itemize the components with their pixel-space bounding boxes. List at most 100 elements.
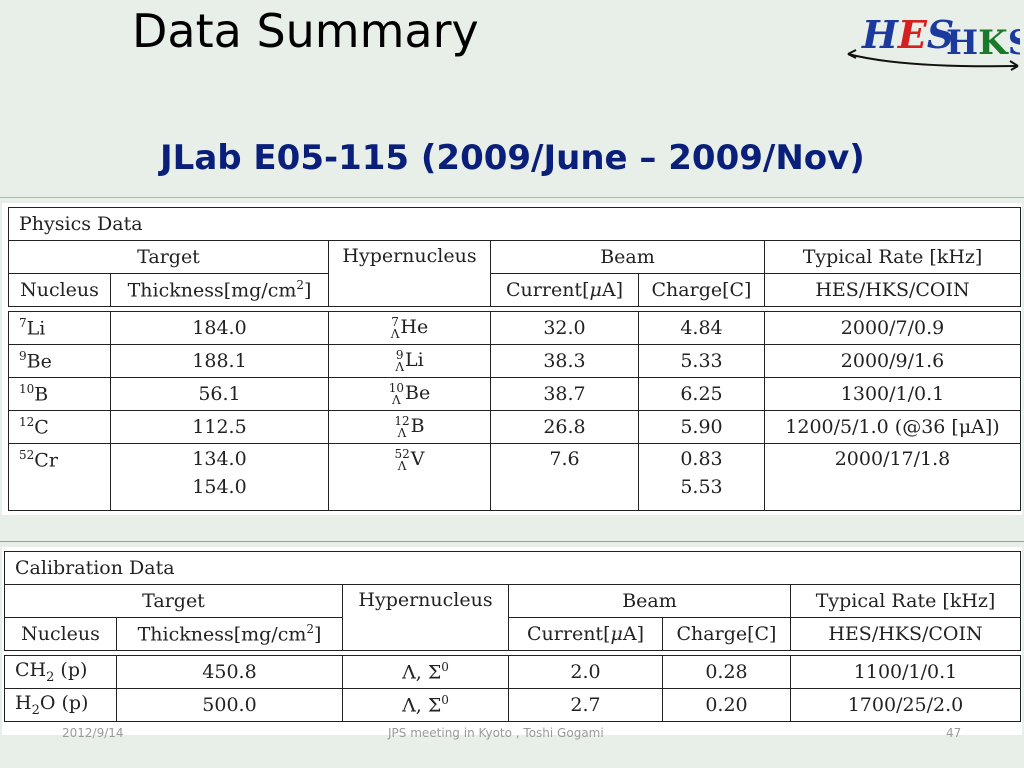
lambda-subscript: Λ	[395, 360, 404, 374]
rate-cell: 2000/17/1.8	[763, 443, 1022, 511]
mass-number: 10	[19, 382, 35, 397]
current-cell: 2.0	[508, 655, 663, 689]
current-cell: 2.7	[508, 688, 663, 722]
cal-header-thickness: Thickness[mg/cm2]	[116, 617, 343, 651]
rate-cell: 1200/5/1.0 (@36 [μA])	[763, 410, 1022, 444]
cal-header-beam: Beam	[508, 584, 791, 618]
mass-number: 9	[19, 349, 27, 364]
calibration-data-panel: Calibration Data Target Hypernucleus Bea…	[2, 547, 1022, 735]
current-cell: 26.8	[490, 410, 639, 444]
nucleus-symbol: Cr	[34, 449, 58, 472]
table-row: H2O (p) 500.0 Λ, Σ0 2.7 0.20 1700/25/2.0	[4, 688, 1022, 722]
hyp-mass-number: 52	[394, 447, 410, 461]
charge-cell: 5.33	[638, 344, 765, 378]
hypernucleus-cell: 52 Λ V	[328, 443, 491, 511]
experiment-subtitle: JLab E05-115 (2009/June – 2009/Nov)	[160, 138, 865, 178]
thickness-cell: 56.1	[110, 377, 329, 411]
current-cell: 38.7	[490, 377, 639, 411]
rate-cell: 1700/25/2.0	[789, 688, 1022, 722]
charge-cell: 6.25	[638, 377, 765, 411]
lambda-subscript: Λ	[392, 393, 401, 407]
mass-number: 12	[19, 415, 35, 430]
table-row: 12C 112.5 12 Λ B 26.8 5.90 1200/5/1.0 (@36 [μA]…	[8, 410, 1022, 444]
charge-value: 0.83	[680, 448, 723, 470]
charge-value-2: 5.53	[680, 476, 723, 498]
nucleus-cell: 12C	[8, 410, 111, 444]
rate-value: 1200/5/1.0 (@36 [μA])	[785, 416, 1000, 438]
charge-value: 5.90	[680, 416, 723, 438]
nucleus-cell: 9Be	[8, 344, 111, 378]
rate-cell: 1300/1/0.1	[763, 377, 1022, 411]
current-value: 38.3	[543, 350, 586, 372]
thickness-cell: 500.0	[116, 688, 343, 722]
table-row: 9Be 188.1 9 ΛLi 38.3 5.33 2000/9/1.6	[8, 344, 1022, 378]
current-cell: 38.3	[490, 344, 639, 378]
header-typical-rate: Typical Rate [kHz]	[763, 240, 1022, 274]
footer-meeting: JPS meeting in Kyoto , Toshi Gogami	[388, 726, 604, 740]
rate-cell: 1100/1/0.1	[789, 655, 1022, 689]
hes-hks-logo: HES HKS	[847, 12, 1020, 71]
calibration-caption: Calibration Data	[3, 551, 1022, 585]
thickness-value: 188.1	[192, 350, 247, 372]
divider-top	[0, 197, 1024, 198]
nucleus-cell: 7Li	[8, 311, 111, 345]
rate-value: 2000/9/1.6	[840, 350, 945, 372]
charge-cell: 0.83 5.53	[638, 443, 765, 511]
page-title: Data Summary	[132, 4, 479, 58]
nucleus-symbol: C	[34, 416, 49, 439]
header-target: Target	[8, 240, 329, 274]
rate-cell: 2000/9/1.6	[763, 344, 1022, 378]
charge-cell: 4.84	[638, 311, 765, 345]
header-charge: Charge[C]	[638, 273, 765, 307]
hypernucleus-cell: Λ, Σ0	[342, 688, 509, 722]
hyp-mass-number: 9	[395, 348, 404, 362]
cal-header-hypernucleus: Hypernucleus	[342, 584, 509, 651]
hyp-mass-number: 7	[391, 315, 399, 329]
thickness-value: 184.0	[192, 317, 247, 339]
nucleus-symbol: Li	[26, 317, 46, 340]
hyp-mass-number: 12	[394, 414, 410, 428]
nucleus-symbol: Be	[26, 350, 52, 373]
svg-text:HKS: HKS	[946, 23, 1020, 63]
lambda-subscript: Λ	[397, 459, 407, 473]
hypernucleus-cell: 10 Λ Be	[328, 377, 491, 411]
header-rate-units: HES/HKS/COIN	[763, 273, 1022, 307]
table-row: CH2 (p) 450.8 Λ, Σ0 2.0 0.28 1100/1/0.1	[4, 655, 1022, 689]
hypernucleus-cell: 7 ΛHe	[328, 311, 491, 345]
thickness-value: 56.1	[198, 383, 241, 405]
thickness-value-2: 154.0	[192, 476, 247, 498]
charge-cell: 0.28	[662, 655, 791, 689]
nucleus-cell: H2O (p)	[4, 688, 117, 722]
charge-value: 6.25	[680, 383, 723, 405]
header-current: Current[μA]	[490, 273, 639, 307]
header-beam: Beam	[490, 240, 765, 274]
nucleus-cell: 52Cr	[8, 443, 111, 511]
mass-number: 7	[19, 316, 27, 331]
nucleus-cell: CH2 (p)	[4, 655, 117, 689]
physics-data-table: Physics Data Target Hypernucleus Beam Ty…	[7, 207, 1022, 511]
physics-caption: Physics Data	[7, 207, 1022, 241]
footer-page-number: 47	[946, 726, 962, 740]
current-value: 32.0	[543, 317, 586, 339]
footer-date: 2012/9/14	[62, 726, 124, 740]
hyp-symbol: B	[410, 415, 425, 437]
hyp-symbol: He	[400, 316, 429, 338]
cal-header-target: Target	[4, 584, 343, 618]
header-hypernucleus: Hypernucleus	[328, 240, 491, 307]
thickness-cell: 450.8	[116, 655, 343, 689]
hypernucleus-cell: 9 ΛLi	[328, 344, 491, 378]
charge-value: 5.33	[680, 350, 723, 372]
rate-value: 1300/1/0.1	[840, 383, 945, 405]
lambda-subscript: Λ	[390, 327, 400, 341]
charge-cell: 5.90	[638, 410, 765, 444]
current-value: 38.7	[543, 383, 586, 405]
current-cell: 7.6	[490, 443, 639, 511]
current-cell: 32.0	[490, 311, 639, 345]
cal-header-typical-rate: Typical Rate [kHz]	[789, 584, 1022, 618]
nucleus-symbol: B	[34, 383, 49, 406]
thickness-cell: 134.0 154.0	[110, 443, 329, 511]
cal-header-nucleus: Nucleus	[4, 617, 117, 651]
thickness-cell: 188.1	[110, 344, 329, 378]
lambda-subscript: Λ	[397, 426, 407, 440]
hyp-symbol: Li	[404, 349, 424, 371]
